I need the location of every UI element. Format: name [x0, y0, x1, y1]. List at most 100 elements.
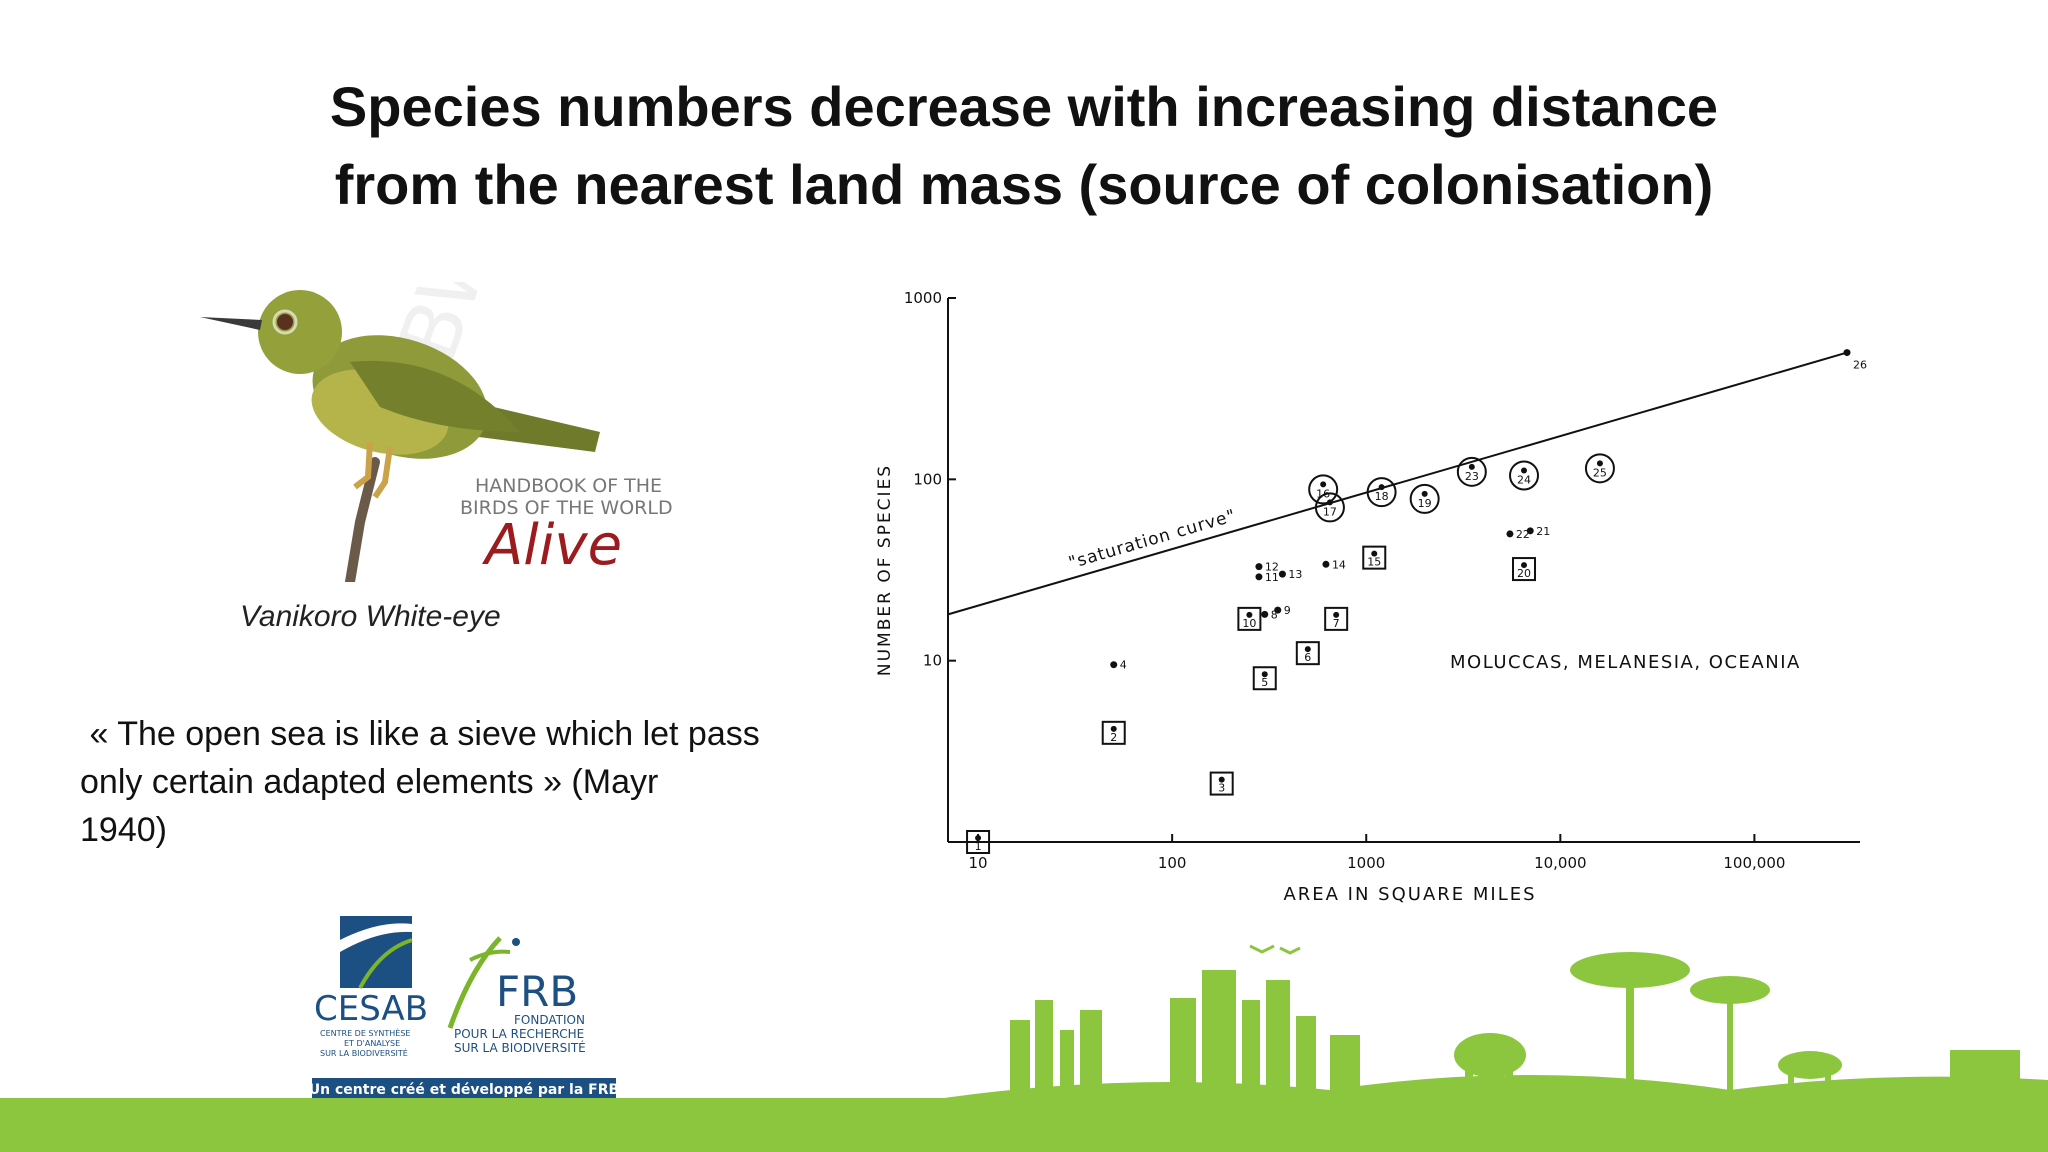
- title-line-1: Species numbers decrease with increasing…: [329, 75, 1719, 138]
- data-point-19: 19: [1409, 483, 1440, 514]
- x-axis-label: AREA IN SQUARE MILES: [1283, 884, 1536, 905]
- point-label: 24: [1517, 473, 1531, 486]
- point-dot: [1322, 560, 1330, 568]
- circle-marker: [1314, 492, 1345, 523]
- x-tick-label: 1000: [1347, 854, 1385, 872]
- square-marker: [1209, 771, 1234, 796]
- point-dot: [1371, 550, 1378, 557]
- vanikoro-white-eye-image: HBW HANDBOOK OF THE BIRDS OF THE WORLD A…: [200, 282, 673, 582]
- data-point-16: 16: [1308, 474, 1339, 505]
- frb-sub-1: FONDATION: [514, 1013, 585, 1027]
- saturation-curve: [947, 351, 1848, 616]
- data-point-22: 22: [1506, 528, 1530, 541]
- data-point-4: 4: [1110, 659, 1127, 672]
- point-label: 19: [1418, 497, 1432, 510]
- species-area-chart: 10 100 1000 10 100 1000 10,000 100,000 "saturat…: [875, 289, 1867, 905]
- point-label: 13: [1288, 568, 1302, 581]
- frb-sub-3: SUR LA BIODIVERSITÉ: [454, 1040, 586, 1055]
- watermark-line-3: Alive: [482, 513, 622, 578]
- point-dot: [1526, 527, 1534, 535]
- square-marker: [1324, 606, 1349, 631]
- cesab-sub-1: CENTRE DE SYNTHÈSE: [320, 1027, 410, 1038]
- circle-marker: [1366, 477, 1397, 508]
- point-dot: [1304, 646, 1311, 653]
- point-label: 8: [1271, 608, 1278, 621]
- cesab-logo: CESAB CENTRE DE SYNTHÈSE ET D'ANALYSE SU…: [314, 916, 428, 1058]
- point-label: 14: [1332, 558, 1346, 571]
- logo-banner-text: Un centre créé et développé par la FRB: [309, 1082, 619, 1098]
- point-label: 15: [1367, 556, 1381, 569]
- data-point-21: 21: [1526, 525, 1550, 538]
- data-point-24: 24: [1509, 460, 1540, 491]
- point-label: 4: [1120, 659, 1127, 672]
- data-point-12: 12: [1255, 561, 1279, 574]
- point-label: 1: [975, 840, 982, 853]
- point-dot: [1261, 610, 1269, 618]
- point-label: 26: [1853, 359, 1867, 372]
- x-tick-label: 10: [969, 854, 988, 872]
- point-dot: [1246, 611, 1253, 618]
- point-dot: [1521, 467, 1528, 474]
- watermark-line-2: BIRDS OF THE WORLD: [460, 497, 673, 519]
- frb-sub-2: POUR LA RECHERCHE: [454, 1027, 584, 1041]
- point-dot: [1255, 573, 1263, 581]
- point-label: 9: [1284, 604, 1291, 617]
- logo-banner-bg: [312, 1078, 616, 1100]
- y-tick-label: 1000: [904, 289, 942, 307]
- data-point-20: 20: [1512, 557, 1537, 582]
- square-marker: [1362, 545, 1387, 570]
- saturation-curve-group: "saturation curve": [947, 351, 1848, 616]
- data-point-14: 14: [1322, 558, 1346, 571]
- point-label: 22: [1516, 528, 1530, 541]
- point-dot: [975, 835, 982, 841]
- data-point-17: 17: [1314, 492, 1345, 523]
- point-label: 3: [1218, 782, 1225, 795]
- data-point-3: 3: [1209, 771, 1234, 796]
- data-point-8: 8: [1261, 608, 1278, 621]
- cesab-sub-3: SUR LA BIODIVERSITÉ: [320, 1047, 408, 1058]
- circle-marker: [1509, 460, 1540, 491]
- point-dot: [1326, 499, 1333, 506]
- data-point-1: 1: [966, 830, 991, 854]
- cesab-sub-2: ET D'ANALYSE: [344, 1039, 400, 1048]
- point-dot: [1843, 349, 1851, 357]
- point-label: 25: [1593, 466, 1607, 479]
- point-dot: [1261, 671, 1268, 678]
- cesab-name: CESAB: [314, 989, 428, 1029]
- square-marker: [966, 830, 991, 854]
- square-marker: [1252, 666, 1277, 691]
- data-point-6: 6: [1295, 641, 1320, 666]
- mayr-quote: « The open sea is like a sieve which let…: [80, 710, 800, 854]
- data-point-10: 10: [1237, 606, 1262, 631]
- point-label: 11: [1265, 571, 1279, 584]
- watermark-line-1: HANDBOOK OF THE: [475, 475, 662, 497]
- point-dot: [1596, 460, 1603, 467]
- y-axis-label: NUMBER OF SPECIES: [875, 464, 895, 676]
- data-point-2: 2: [1101, 720, 1126, 745]
- data-point-13: 13: [1278, 568, 1302, 581]
- point-dot: [1320, 481, 1327, 488]
- square-marker: [1237, 606, 1262, 631]
- bird-caption: Vanikoro White-eye: [240, 600, 501, 633]
- slide-title: Species numbers decrease with increasing…: [0, 68, 2048, 224]
- square-marker: [1101, 720, 1126, 745]
- point-label: 21: [1536, 525, 1550, 538]
- point-dot: [1333, 611, 1340, 618]
- quote-line-1: « The open sea is like a sieve which let…: [80, 715, 760, 753]
- point-dot: [1468, 463, 1475, 470]
- chart-axes: 10 100 1000 10 100 1000 10,000 100,000: [904, 289, 1860, 872]
- point-dot: [1110, 725, 1117, 732]
- data-point-9: 9: [1274, 604, 1291, 617]
- green-ground-band: [0, 1098, 2048, 1152]
- point-label: 2: [1110, 731, 1117, 744]
- point-label: 17: [1323, 505, 1337, 518]
- point-label: 20: [1517, 567, 1531, 580]
- point-label: 12: [1265, 561, 1279, 574]
- point-dot: [1421, 490, 1428, 497]
- square-marker: [1295, 641, 1320, 666]
- point-dot: [1218, 776, 1225, 783]
- point-label: 7: [1333, 617, 1340, 630]
- data-point-11: 11: [1255, 571, 1279, 584]
- point-label: 23: [1465, 470, 1479, 483]
- data-point-26: 26: [1843, 349, 1867, 372]
